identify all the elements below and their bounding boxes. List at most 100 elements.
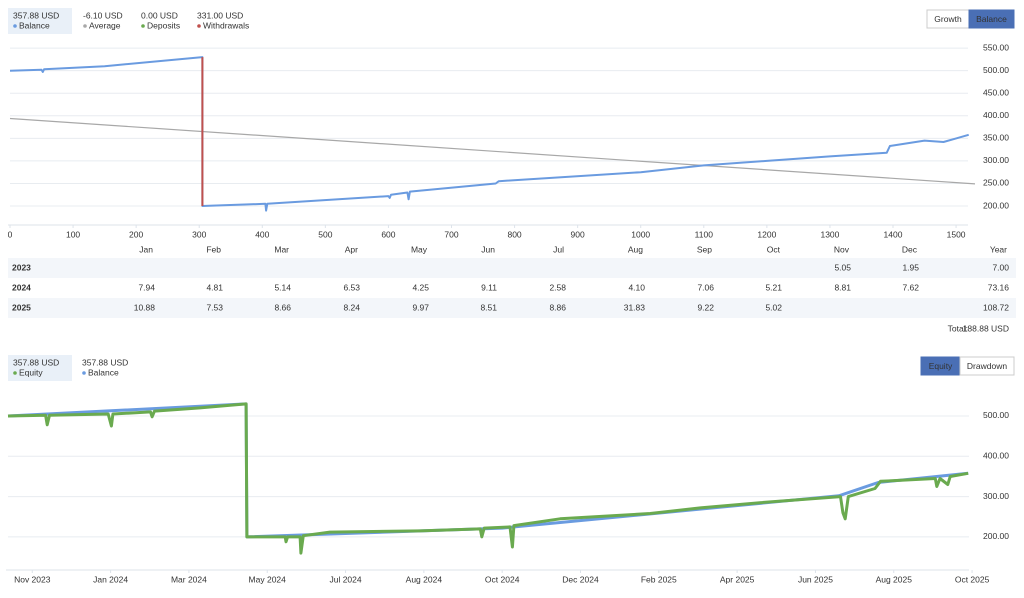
row-year: 2025 xyxy=(12,302,31,312)
column-header: May xyxy=(411,244,428,254)
column-header: Year xyxy=(990,244,1007,254)
total-label: Total: xyxy=(948,323,968,333)
x-tick-label: 500 xyxy=(318,229,332,239)
return-cell: 2.58 xyxy=(549,282,566,292)
x-tick-label: 0 xyxy=(8,229,13,239)
column-header: Jan xyxy=(139,244,153,254)
x-tick-label: 400 xyxy=(255,229,269,239)
y-tick-label: 300.00 xyxy=(983,491,1009,501)
y-tick-label: 350.00 xyxy=(983,133,1009,143)
return-cell: 9.22 xyxy=(697,302,714,312)
return-cell: 5.05 xyxy=(834,262,851,272)
y-tick-label: 200.00 xyxy=(983,531,1009,541)
y-tick-label: 400.00 xyxy=(983,110,1009,120)
toggle-button-label[interactable]: Balance xyxy=(976,14,1007,24)
column-header: Apr xyxy=(345,244,358,254)
stat-value: 357.88 USD xyxy=(13,357,59,367)
x-tick-label: 1000 xyxy=(631,229,650,239)
column-header: Sep xyxy=(697,244,712,254)
column-header: Oct xyxy=(767,244,781,254)
column-header: Jul xyxy=(553,244,564,254)
stat-label: Balance xyxy=(88,367,119,377)
stat-value: -6.10 USD xyxy=(83,10,123,20)
stat-value: 0.00 USD xyxy=(141,10,178,20)
stat-box-selected[interactable] xyxy=(8,8,72,34)
x-tick-label: 300 xyxy=(192,229,206,239)
stat-label: Deposits xyxy=(147,20,180,30)
return-cell: 7.94 xyxy=(138,282,155,292)
stat-dot xyxy=(141,24,145,28)
series-line xyxy=(7,402,969,555)
toggle-button[interactable] xyxy=(968,9,1015,29)
x-tick-label: 800 xyxy=(507,229,521,239)
x-tick-label: 1300 xyxy=(820,229,839,239)
column-header: Feb xyxy=(206,244,221,254)
x-tick-label: 1200 xyxy=(757,229,776,239)
return-cell: 4.10 xyxy=(628,282,645,292)
stat-label: Average xyxy=(89,20,121,30)
row-year: 2024 xyxy=(12,282,31,292)
stat-dot xyxy=(82,371,86,375)
return-cell: 6.53 xyxy=(343,282,360,292)
return-cell: 9.11 xyxy=(481,282,497,292)
return-cell: 8.51 xyxy=(480,302,497,312)
x-tick-label: Jun 2025 xyxy=(798,574,833,584)
stat-dot xyxy=(13,24,17,28)
y-tick-label: 500.00 xyxy=(983,65,1009,75)
y-tick-label: 500.00 xyxy=(983,410,1009,420)
column-header: Nov xyxy=(834,244,850,254)
column-header: Jun xyxy=(481,244,495,254)
x-tick-label: May 2024 xyxy=(249,574,287,584)
toggle-button[interactable] xyxy=(959,356,1015,376)
return-cell: 1.95 xyxy=(902,262,919,272)
x-tick-label: Jan 2024 xyxy=(93,574,128,584)
return-cell: 108.72 xyxy=(983,302,1009,312)
return-cell: 73.16 xyxy=(988,282,1010,292)
toggle-button-label[interactable]: Equity xyxy=(929,361,953,371)
series-line xyxy=(9,117,976,185)
return-cell: 7.62 xyxy=(902,282,919,292)
return-cell: 8.86 xyxy=(549,302,566,312)
y-tick-label: 400.00 xyxy=(983,451,1009,461)
x-tick-label: 100 xyxy=(66,229,80,239)
stat-value: 357.88 USD xyxy=(13,10,59,20)
stat-dot xyxy=(13,371,17,375)
stat-value: 357.88 USD xyxy=(82,357,128,367)
x-tick-label: 1100 xyxy=(695,229,714,239)
stat-dot xyxy=(197,24,201,28)
stat-label: Balance xyxy=(19,20,50,30)
y-tick-label: 250.00 xyxy=(983,178,1009,188)
return-cell: 8.66 xyxy=(274,302,291,312)
stat-label: Equity xyxy=(19,367,43,377)
y-tick-label: 300.00 xyxy=(983,155,1009,165)
y-tick-label: 450.00 xyxy=(983,87,1009,97)
return-cell: 7.06 xyxy=(697,282,714,292)
return-cell: 4.25 xyxy=(412,282,429,292)
return-cell: 10.88 xyxy=(134,302,156,312)
x-tick-label: 1400 xyxy=(884,229,903,239)
column-header: Dec xyxy=(902,244,918,254)
row-background xyxy=(8,258,1016,278)
x-tick-label: 200 xyxy=(129,229,143,239)
return-cell: 7.00 xyxy=(992,262,1009,272)
x-tick-label: Apr 2025 xyxy=(720,574,755,584)
y-tick-label: 550.00 xyxy=(983,42,1009,52)
stat-dot xyxy=(83,24,87,28)
x-tick-label: 900 xyxy=(571,229,585,239)
series-line xyxy=(7,402,969,539)
return-cell: 7.53 xyxy=(206,302,223,312)
series-line xyxy=(9,56,969,212)
total-value: 188.88 USD xyxy=(963,323,1009,333)
x-tick-label: Nov 2023 xyxy=(14,574,51,584)
return-cell: 5.14 xyxy=(274,282,291,292)
x-tick-label: Aug 2024 xyxy=(406,574,443,584)
toggle-button-label[interactable]: Growth xyxy=(934,14,962,24)
return-cell: 31.83 xyxy=(624,302,646,312)
y-tick-label: 200.00 xyxy=(983,200,1009,210)
return-cell: 4.81 xyxy=(206,282,223,292)
column-header: Mar xyxy=(274,244,289,254)
x-tick-label: Oct 2024 xyxy=(485,574,520,584)
toggle-button-label[interactable]: Drawdown xyxy=(967,361,1007,371)
stat-box-selected[interactable] xyxy=(8,355,72,381)
x-tick-label: Jul 2024 xyxy=(329,574,361,584)
